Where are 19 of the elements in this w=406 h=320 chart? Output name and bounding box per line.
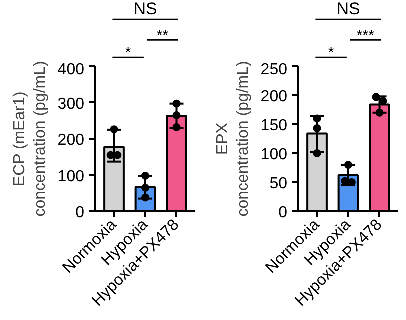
y-tick-label: 50	[270, 176, 288, 192]
text: NS	[134, 0, 158, 19]
y-tick-label: 100	[58, 168, 85, 186]
y-axis-title: EPX concentration (pg/mL)	[214, 61, 252, 217]
y-tick-label: 250	[260, 62, 288, 78]
text: ***	[356, 27, 375, 44]
text: **	[156, 27, 169, 44]
y-tick-label: 100	[260, 146, 288, 164]
y-tick-label: 400	[58, 62, 85, 78]
y-axis-title: ECP (mEar1) concentration (pg/mL)	[11, 61, 49, 217]
y-tick-label: 300	[58, 96, 85, 113]
y-tick-label: 200	[58, 132, 85, 149]
y-tick-label: 0	[278, 204, 288, 222]
text: *	[328, 44, 334, 62]
y-tick-label: 150	[260, 118, 288, 134]
y-tick-label: 200	[260, 88, 288, 106]
text: NS	[336, 0, 360, 19]
text: *	[125, 44, 132, 62]
y-tick-label: 0	[76, 204, 85, 222]
